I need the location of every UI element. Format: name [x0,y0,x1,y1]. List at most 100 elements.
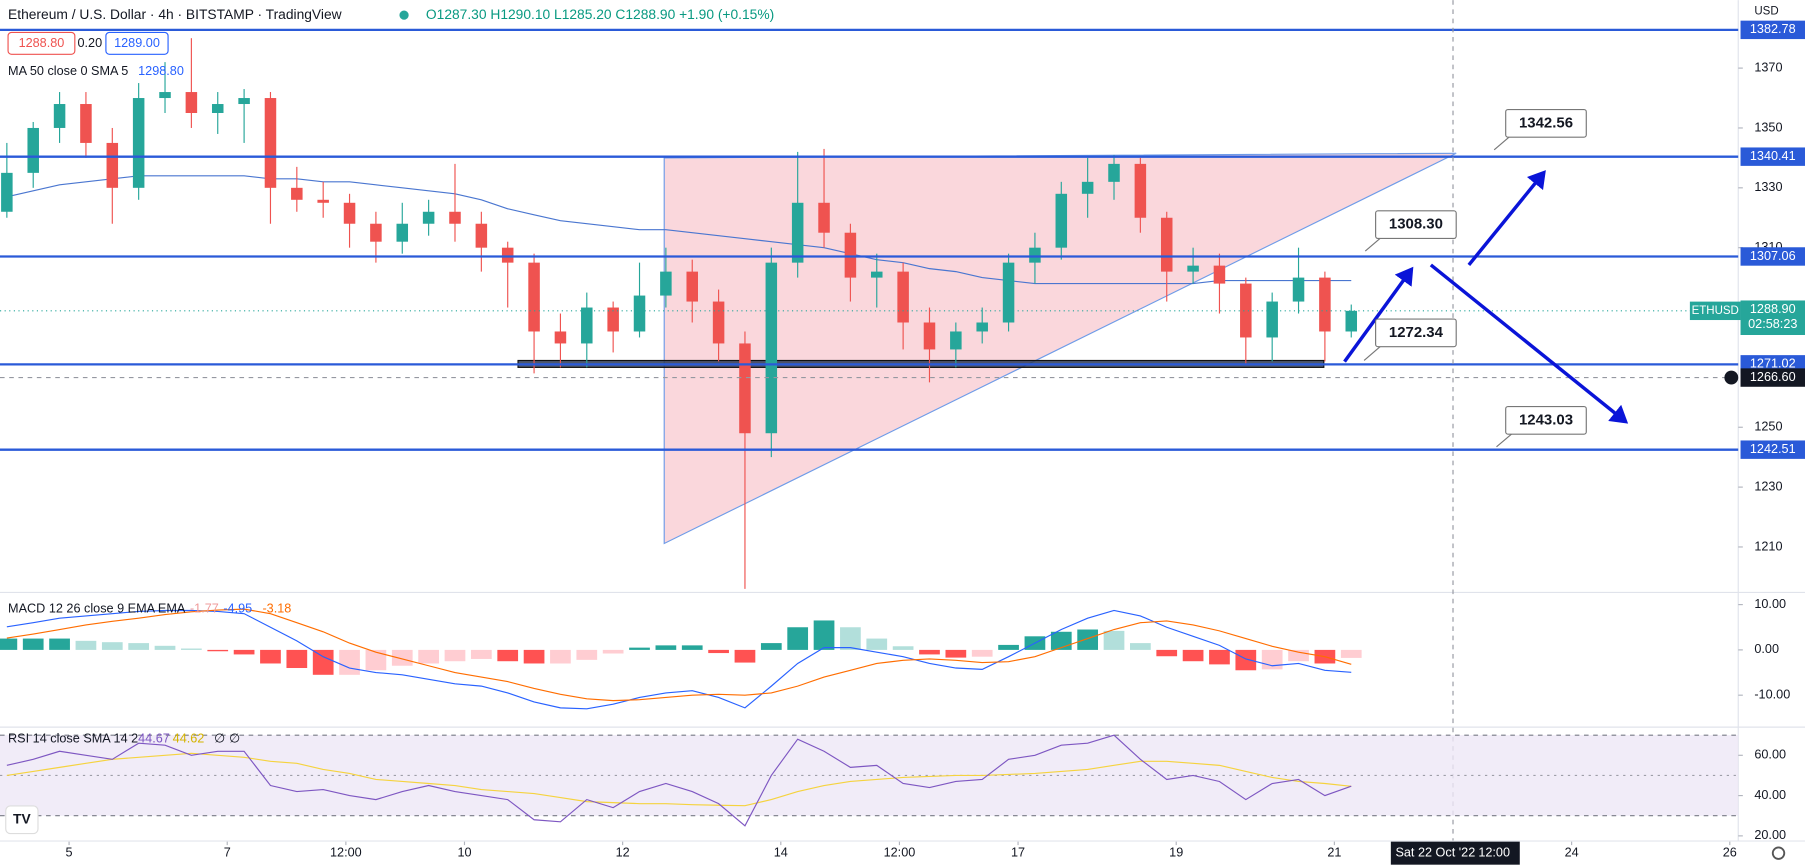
bid-box[interactable] [7,31,76,55]
candle-body [581,307,593,344]
ma-value: 1298.80 [138,64,184,78]
macd-histogram-bar [655,645,677,650]
x-tick-label: 7 [224,846,231,860]
candle-body [211,104,224,113]
callout-pointer [1493,135,1511,151]
y-tick-label: 1250 [1754,420,1782,434]
macd-histogram-bar [444,649,466,662]
price-axis [1738,0,1805,866]
candle-body [712,301,725,344]
candle-body [106,142,119,188]
candle-body [317,199,329,203]
rsi-empty: ∅ [229,732,240,746]
candle-body [1319,277,1331,332]
candle-body [291,187,303,200]
callout-pointer [1496,433,1512,448]
macd-histogram-bar [787,627,809,650]
candle-body [1266,301,1278,338]
symbol-tag [1689,301,1741,321]
candle-body [923,322,936,350]
x-tick-label: 24 [1565,846,1579,860]
macd-histogram-bar [418,649,439,664]
macd-histogram-bar [523,649,545,664]
x-tick-label: 12 [616,846,630,860]
rsi-band [0,735,1739,816]
candle-body [554,331,567,344]
macd-histogram-bar [708,649,729,654]
status-dot [399,10,409,20]
macd-histogram-bar [286,649,308,669]
ma-legend: MA 50 close 0 SMA 5 [8,64,128,78]
arrow [1467,170,1546,267]
x-tick-label: 19 [1169,846,1183,860]
level-label: 1340.41 [1750,149,1796,163]
candle-body [27,127,39,173]
macd-histogram-bar [0,638,18,650]
macd-histogram-bar [998,644,1019,650]
macd-histogram-bar [1235,649,1257,671]
candle-body [1134,163,1147,218]
ask-box[interactable] [105,31,169,55]
candle-body [238,98,250,105]
callout-text: 1243.03 [1519,411,1573,428]
candle-body [370,223,382,242]
macd-histogram-bar [866,638,888,650]
crosshair-price-label: 1266.60 [1750,370,1796,384]
y-tick-label: 20.00 [1754,828,1786,842]
svg-text:TV: TV [13,810,31,826]
settings-icon[interactable] [1771,846,1786,860]
candle-body [1081,181,1094,194]
macd-histogram-bar [813,620,835,650]
crosshair-time: 12:00 [1478,846,1510,860]
moving-average [6,175,1352,285]
y-tick-label: 0.00 [1754,642,1779,656]
macd-histogram-bar [339,649,360,675]
candle-body [686,271,698,302]
macd-histogram-bar [681,645,703,650]
candle-body [1213,265,1226,284]
macd-value: -4.95 [223,601,252,615]
candle-body [185,92,198,113]
candle-body [1292,277,1305,302]
level-tag [1740,247,1805,266]
macd-macd-line [6,609,1352,710]
macd-histogram-bar [75,640,97,650]
macd-histogram-bar [602,649,624,654]
add-alert-icon[interactable] [1724,370,1739,385]
macd-histogram-bar [1156,649,1178,657]
macd-histogram-bar [181,648,202,650]
candle-body [501,247,514,263]
macd-histogram-bar [101,642,123,650]
candle-body [1029,247,1041,263]
candle-body [765,262,778,434]
candle-body [897,271,909,323]
x-tick-label: 12:00 [884,846,916,860]
macd-histogram-bar [629,647,650,650]
spread: 0.20 [77,36,102,50]
candle-body [449,211,461,224]
last-price-label: 1288.90 [1750,302,1796,316]
level-tag [1740,440,1805,459]
callout-box [1505,405,1587,435]
tv-logo[interactable]: TV [5,805,39,835]
currency[interactable]: USD [1754,6,1778,18]
rsi-sma-line [6,752,1352,807]
callout-pointer [1364,236,1382,252]
macd-histogram-bar [207,649,229,652]
candle-body [791,202,804,263]
ask[interactable]: 1289.00 [114,36,160,50]
y-tick-label: -10.00 [1754,688,1790,702]
macd-histogram-bar [760,643,782,650]
level-tag [1740,147,1805,166]
macd-histogram-bar [576,649,598,660]
crosshair-date: Sat 22 Oct '22 [1395,846,1475,860]
arrow [1343,266,1414,363]
candle-body [1055,193,1068,248]
macd-histogram-bar [470,649,492,659]
bid[interactable]: 1288.80 [19,36,65,50]
x-tick-label: 14 [774,846,788,860]
macd-histogram-bar [1261,649,1283,670]
candle-body [132,98,145,188]
rsi-value: 44.67 [138,732,170,746]
candle-body [1108,163,1120,182]
